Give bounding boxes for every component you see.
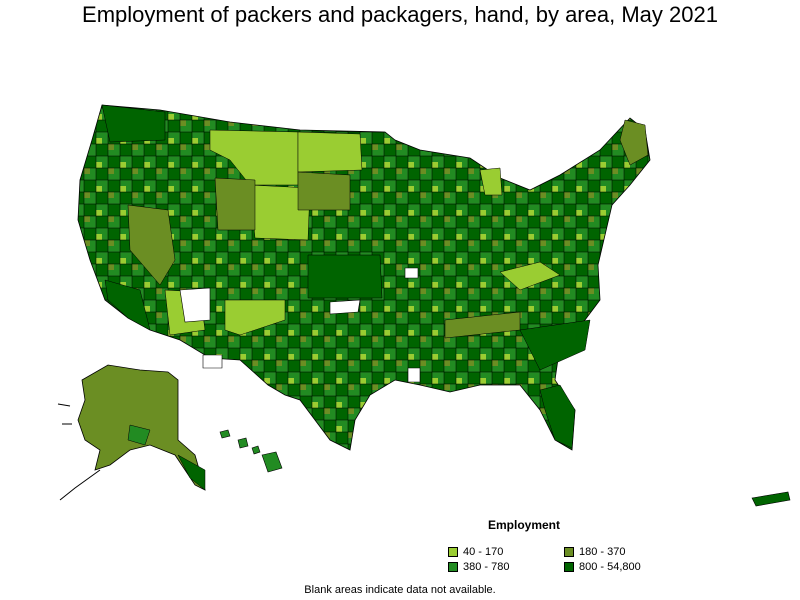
legend-title: Employment	[487, 518, 560, 532]
legend-swatch	[448, 562, 458, 572]
legend-label: 40 - 170	[463, 546, 504, 558]
map-legend: Employment 40 - 170 180 - 370 380 - 780 …	[448, 518, 688, 573]
blank-area-arizona	[202, 354, 223, 369]
region-new-mexico-west	[224, 299, 286, 336]
legend-item-180-370: 180 - 370	[564, 546, 676, 558]
legend-swatch	[564, 562, 574, 572]
state-hawaii	[219, 429, 283, 473]
legend-label: 800 - 54,800	[579, 561, 641, 573]
region-michigan-up	[479, 167, 503, 196]
territory-puerto-rico	[751, 491, 791, 507]
map-title: Employment of packers and packagers, han…	[82, 2, 718, 27]
legend-label: 180 - 370	[579, 546, 626, 558]
region-kentucky	[499, 261, 561, 291]
legend-item-380-780: 380 - 780	[448, 561, 560, 573]
alaska-southeast	[177, 454, 206, 491]
region-wyoming-east	[214, 177, 256, 231]
region-florida	[539, 384, 576, 449]
region-georgia-carolinas	[519, 319, 591, 371]
blank-area-illinois	[404, 267, 419, 279]
region-south-dakota	[297, 171, 351, 211]
contiguous-us	[77, 104, 651, 451]
region-north-dakota	[297, 131, 363, 173]
legend-label: 380 - 780	[463, 561, 510, 573]
footnote: Blank areas indicate data not available.	[304, 584, 496, 596]
blank-area-nevada	[179, 287, 211, 323]
legend-item-40-170: 40 - 170	[448, 546, 560, 558]
region-kansas	[307, 254, 383, 299]
blank-area-oklahoma	[329, 299, 361, 315]
legend-swatch	[564, 547, 574, 557]
state-alaska	[77, 364, 206, 491]
region-washington	[101, 104, 166, 143]
legend-swatch	[448, 547, 458, 557]
region-maine	[619, 119, 649, 166]
alaska-aleutians	[57, 403, 101, 501]
region-southern-california	[104, 279, 151, 331]
blank-area-mississippi	[407, 367, 421, 383]
legend-item-800-54800: 800 - 54,800	[564, 561, 676, 573]
region-nevada	[127, 204, 176, 286]
alaska-south-central	[127, 424, 151, 446]
